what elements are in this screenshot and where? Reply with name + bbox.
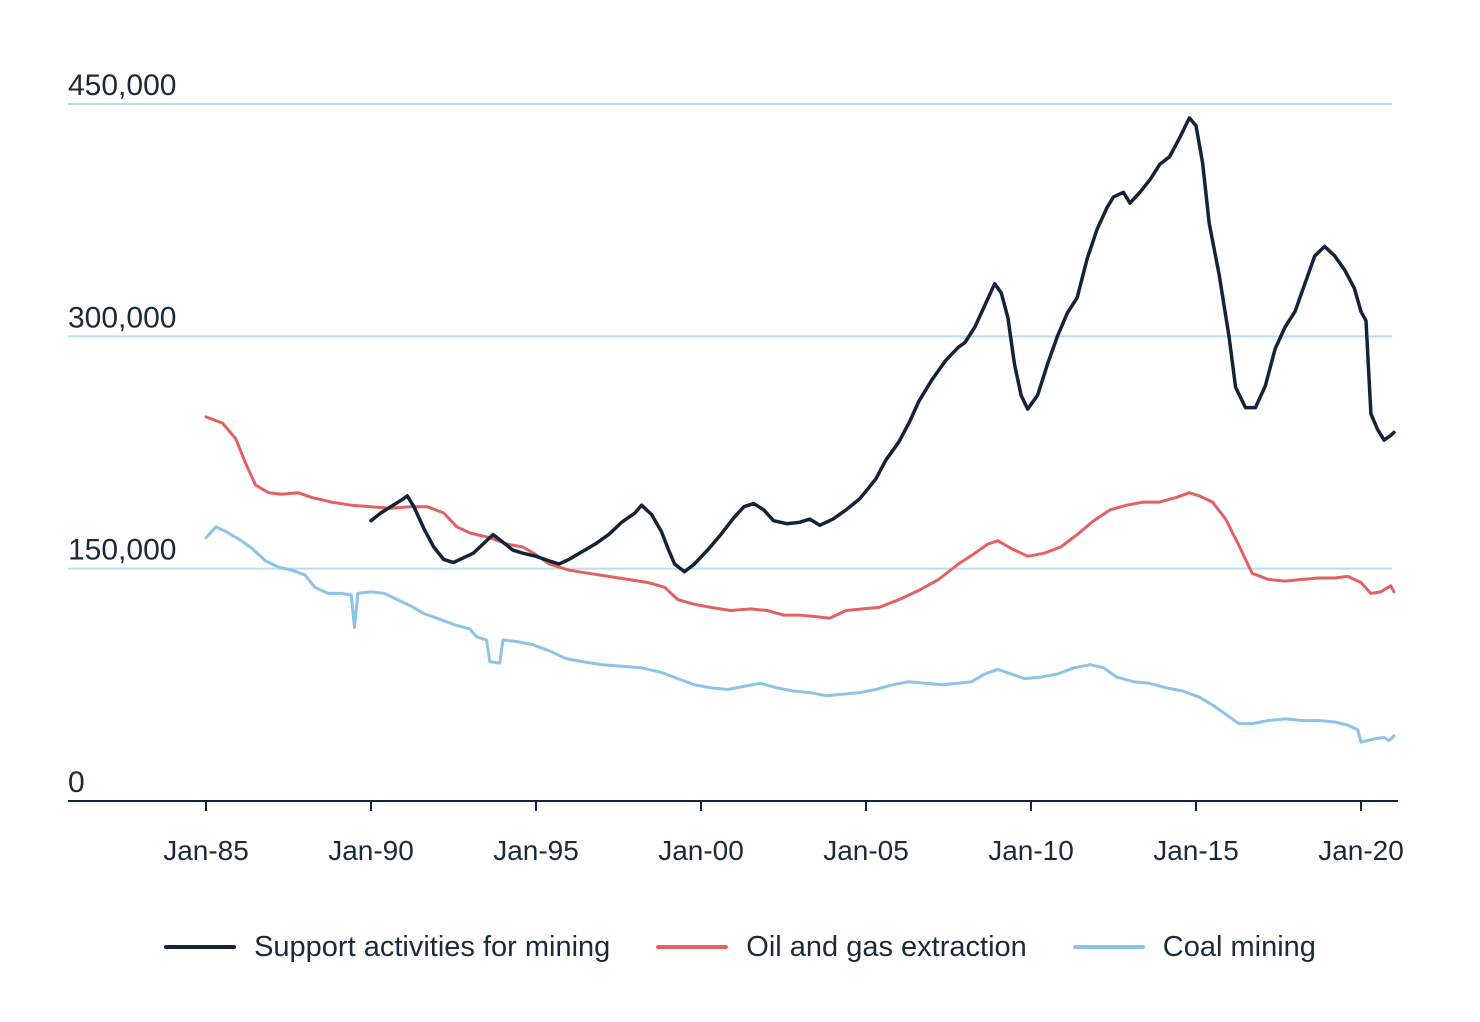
y-tick-label-2: 300,000 [68, 301, 176, 334]
x-axis: Jan-85 Jan-90 Jan-95 Jan-00 Jan-05 Jan-10 Jan-… [68, 800, 1404, 866]
series-line-support-activities-for-mining [369, 116, 1396, 574]
series-lines [204, 116, 1396, 744]
legend-item-support-activities: Support activities for mining [164, 931, 610, 964]
x-tick-label-6: Jan-15 [1153, 835, 1239, 866]
legend-item-oil-gas: Oil and gas extraction [656, 930, 1027, 964]
y-tick-label-0: 0 [68, 766, 85, 799]
x-tick-label-0: Jan-85 [163, 835, 249, 866]
x-tick-label-4: Jan-05 [823, 835, 909, 866]
x-tick-label-2: Jan-95 [493, 835, 579, 866]
x-tick-label-5: Jan-10 [988, 835, 1074, 866]
legend-swatch-oil-gas [656, 945, 729, 949]
legend-label-coal: Coal mining [1162, 930, 1316, 963]
gridlines [68, 103, 1392, 570]
series-line-coal-mining [204, 525, 1396, 744]
legend-swatch-support [164, 945, 237, 949]
y-tick-label-3: 450,000 [68, 69, 176, 102]
y-axis-ticks: 0 150,000 300,000 450,000 [68, 69, 176, 799]
y-tick-label-1: 150,000 [68, 534, 176, 567]
x-tick-label-1: Jan-90 [328, 835, 414, 866]
legend: Support activities for mining Oil and ga… [0, 922, 1480, 972]
legend-item-coal: Coal mining [1072, 930, 1316, 964]
x-tick-label-3: Jan-00 [658, 835, 744, 866]
legend-label-support: Support activities for mining [254, 930, 611, 963]
legend-label-oil-gas: Oil and gas extraction [746, 930, 1027, 963]
legend-swatch-coal [1072, 945, 1145, 949]
series-line-oil-and-gas-extraction [204, 415, 1396, 620]
x-tick-label-7: Jan-20 [1318, 835, 1404, 866]
